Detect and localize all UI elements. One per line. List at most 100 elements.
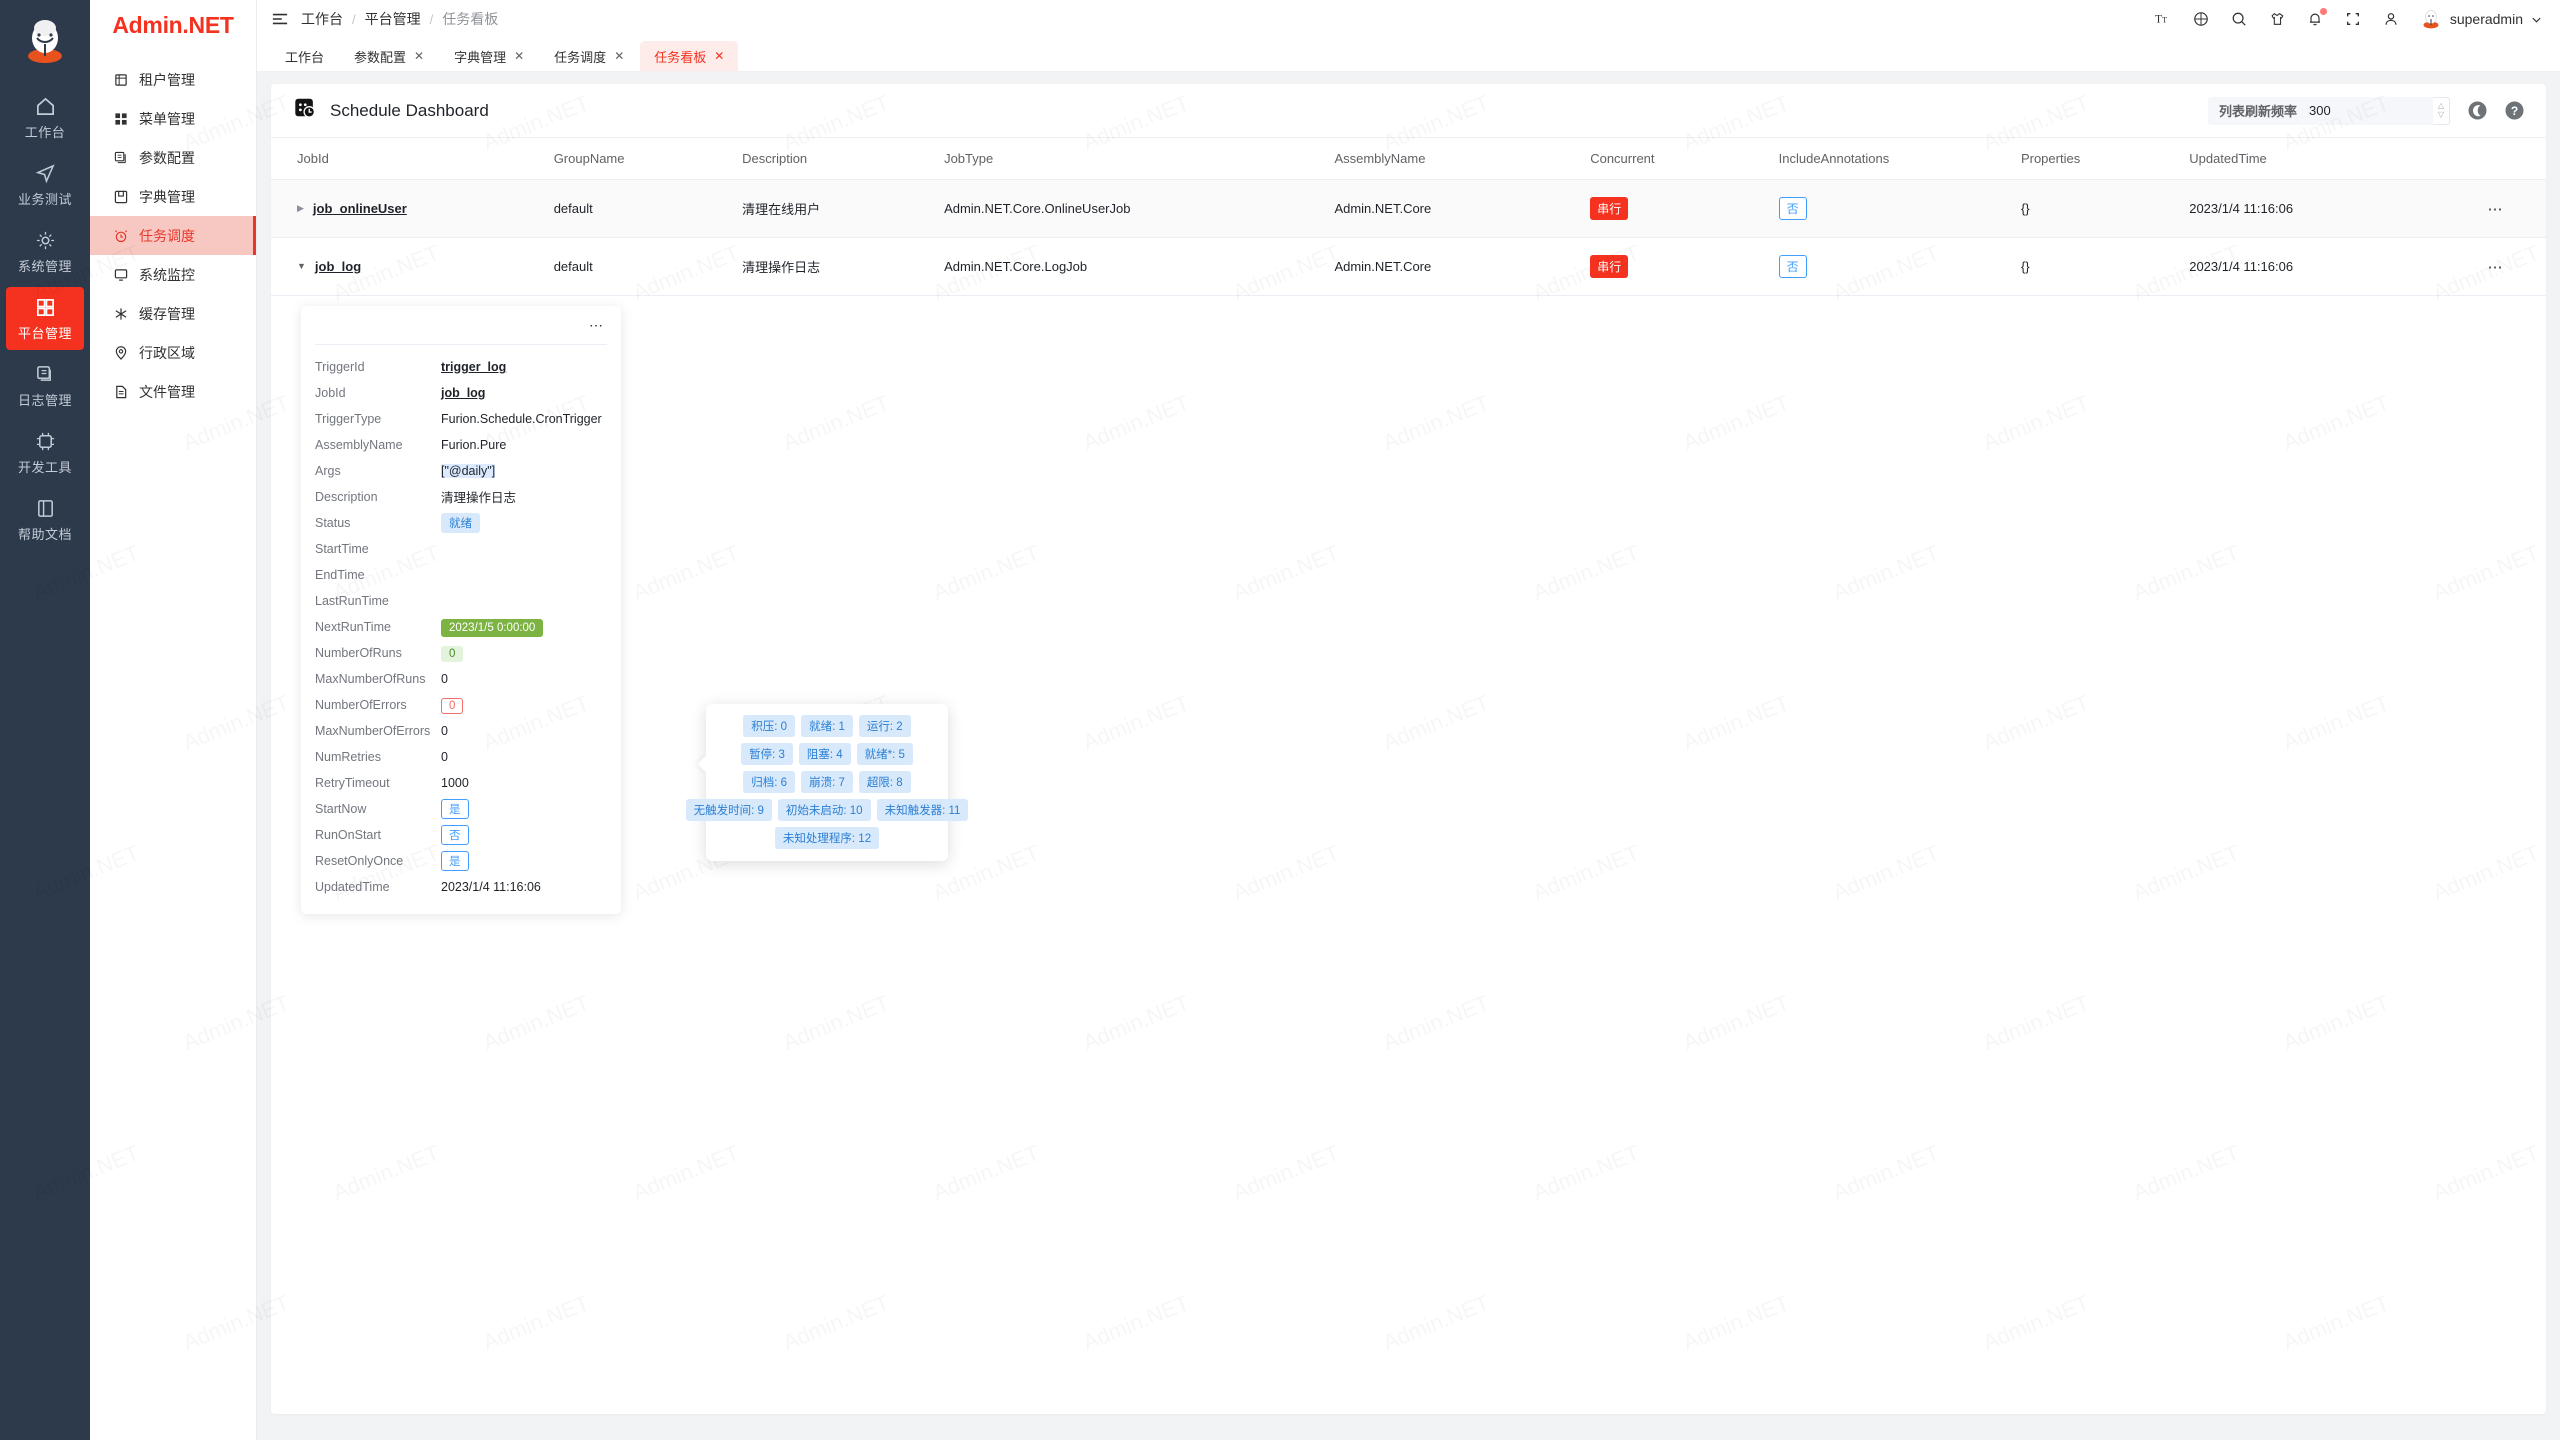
- bell-icon[interactable]: [2306, 8, 2327, 28]
- popover-row-2: 暂停: 3 阻塞: 4 就绪*: 5: [715, 743, 939, 765]
- chip-icon: [35, 430, 56, 452]
- rail-item-label: 业务测试: [17, 192, 72, 207]
- save-icon: [113, 189, 128, 204]
- column-header-7: IncludeAnnotations: [1778, 138, 2021, 180]
- tab-3[interactable]: 字典管理 ✕: [440, 41, 538, 71]
- detail-value-cell: 是: [441, 851, 469, 871]
- fullscreen-icon[interactable]: [2344, 10, 2362, 28]
- more-horizontal-icon[interactable]: ⋯: [2487, 258, 2504, 276]
- rail-item-6[interactable]: 开发工具: [6, 421, 84, 484]
- calendar-clock-icon: [293, 96, 317, 125]
- popover-row-4: 无触发时间: 9 初始未启动: 10 未知触发器: 11: [685, 799, 969, 821]
- cell-includeannotations: 否: [1778, 179, 2021, 238]
- annotations-badge: 否: [1778, 197, 1807, 220]
- detail-value-cell: 否: [441, 825, 469, 845]
- tab-4[interactable]: 任务调度 ✕: [540, 41, 638, 71]
- rail-item-7[interactable]: 帮助文档: [6, 488, 84, 551]
- moon-icon[interactable]: [2468, 101, 2487, 120]
- question-circle-icon[interactable]: ?: [2505, 101, 2524, 120]
- popover-row-1: 积压: 0 就绪: 1 运行: 2: [715, 715, 939, 737]
- rail-item-3[interactable]: 系统管理: [6, 220, 84, 283]
- tab-5[interactable]: 任务看板 ✕: [640, 41, 739, 71]
- rail-item-2[interactable]: 业务测试: [6, 153, 84, 216]
- sidebar-item-label: 任务调度: [139, 227, 195, 244]
- rail-item-4[interactable]: 平台管理: [6, 287, 84, 350]
- file-text-icon: [113, 384, 128, 399]
- theme-shirt-icon[interactable]: [2268, 10, 2286, 28]
- table-row[interactable]: ▼ job_log default 清理操作日志 Admin.NET.Core.LogJ…: [271, 237, 2546, 296]
- sidebar-item-7[interactable]: 缓存管理: [90, 294, 256, 333]
- more-horizontal-icon[interactable]: ⋯: [2487, 200, 2504, 218]
- status-badge: 串行: [1590, 255, 1629, 278]
- user-menu[interactable]: superadmin: [2420, 8, 2542, 30]
- job-id-link[interactable]: job_log: [314, 259, 362, 274]
- detail-row-maxnumberoferrors: MaxNumberOfErrors 0: [301, 718, 621, 744]
- rail-item-5[interactable]: 日志管理: [6, 354, 84, 417]
- sidebar-item-1[interactable]: 租户管理: [90, 60, 256, 99]
- detail-row-triggertype: TriggerType Furion.Schedule.CronTrigger: [301, 406, 621, 432]
- close-icon[interactable]: ✕: [714, 49, 725, 63]
- person-icon[interactable]: [2382, 10, 2400, 28]
- sidebar-item-4[interactable]: 字典管理: [90, 177, 256, 216]
- cell-properties: {}: [2020, 179, 2190, 238]
- chevron-right-icon[interactable]: ▶: [297, 203, 304, 213]
- search-icon[interactable]: [2230, 10, 2248, 28]
- column-header-6: Concurrent: [1590, 138, 1779, 180]
- close-icon[interactable]: ✕: [614, 49, 625, 63]
- panel-header: Schedule Dashboard 列表刷新频率 300 △ ▽: [271, 84, 2546, 138]
- close-icon[interactable]: ✕: [514, 49, 525, 63]
- sidebar-item-2[interactable]: 菜单管理: [90, 99, 256, 138]
- breadcrumb-separator: /: [429, 11, 434, 27]
- rail-item-label: 帮助文档: [17, 527, 72, 542]
- status-legend-tag: 就绪: 1: [801, 715, 853, 737]
- rail-item-1[interactable]: 工作台: [6, 86, 84, 149]
- sidebar-item-label: 文件管理: [139, 383, 195, 400]
- chevron-down-icon[interactable]: ▼: [297, 261, 306, 271]
- detail-value-cell: 清理操作日志: [441, 487, 516, 507]
- detail-value-cell: 0: [441, 696, 464, 714]
- tab-2[interactable]: 参数配置 ✕: [340, 41, 438, 71]
- cell-updatedtime: 2023/1/4 11:16:06: [2189, 237, 2445, 296]
- detail-value-badge: 2023/1/5 0:00:00: [441, 618, 544, 637]
- status-legend-tag: 超限: 8: [858, 771, 911, 793]
- breadcrumb-item-2[interactable]: 平台管理: [364, 11, 421, 27]
- quantity-stepper[interactable]: △ ▽: [2433, 96, 2450, 125]
- chevron-down-icon[interactable]: ▽: [2437, 110, 2445, 119]
- sidebar-item-6[interactable]: 系统监控: [90, 255, 256, 294]
- close-icon[interactable]: ✕: [414, 49, 425, 63]
- detail-value: 0: [441, 724, 448, 738]
- sidebar-item-5[interactable]: 任务调度: [90, 216, 256, 255]
- table-row[interactable]: ▶ job_onlineUser default 清理在线用户 Admin.NET.Co…: [271, 179, 2546, 238]
- sidebar-item-8[interactable]: 行政区域: [90, 333, 256, 372]
- copy-icon: [35, 363, 56, 385]
- building-icon: [113, 72, 128, 87]
- sidebar-item-3[interactable]: 参数配置: [90, 138, 256, 177]
- column-header-5: AssemblyName: [1334, 138, 1591, 180]
- detail-row-args: Args ["@daily"]: [301, 458, 621, 484]
- more-horizontal-icon[interactable]: ⋯: [589, 316, 604, 333]
- menu-fold-icon[interactable]: [271, 10, 289, 28]
- status-badge: 串行: [1590, 197, 1629, 220]
- column-header-9: UpdatedTime: [2189, 138, 2445, 180]
- detail-row-updatedtime: UpdatedTime 2023/1/4 11:16:06: [301, 874, 621, 900]
- column-header-10: [2444, 138, 2546, 180]
- column-header-2: GroupName: [553, 138, 743, 180]
- detail-row-numberoferrors: NumberOfErrors 0: [301, 692, 621, 718]
- breadcrumb-item-1[interactable]: 工作台: [301, 11, 343, 27]
- tab-1[interactable]: 工作台: [271, 41, 338, 71]
- sidebar-item-9[interactable]: 文件管理: [90, 372, 256, 411]
- detail-value[interactable]: trigger_log: [441, 360, 507, 374]
- status-legend-tag: 未知处理程序: 12: [774, 827, 880, 849]
- detail-row-maxnumberofruns: MaxNumberOfRuns 0: [301, 666, 621, 692]
- detail-value-badge: 是: [441, 799, 469, 819]
- refresh-frequency-field[interactable]: 列表刷新频率 300 △ ▽: [2208, 96, 2450, 125]
- chevron-up-icon[interactable]: △: [2437, 101, 2445, 110]
- job-id-link[interactable]: job_onlineUser: [312, 201, 407, 216]
- refresh-frequency-input[interactable]: 300: [2309, 103, 2331, 118]
- monitor-icon: [113, 267, 128, 282]
- detail-value[interactable]: job_log: [441, 386, 486, 400]
- detail-value: 0: [441, 672, 448, 686]
- globe-icon[interactable]: [2192, 10, 2210, 28]
